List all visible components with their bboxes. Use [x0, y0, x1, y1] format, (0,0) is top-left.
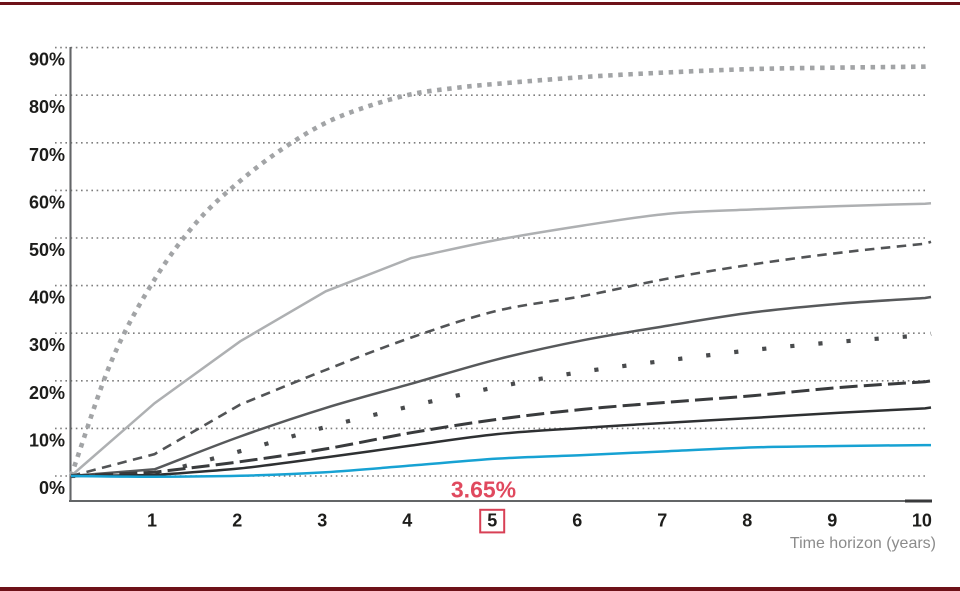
svg-text:70%: 70%: [29, 145, 65, 165]
svg-text:0%: 0%: [39, 478, 65, 498]
svg-text:9: 9: [827, 511, 837, 531]
svg-text:5: 5: [487, 511, 497, 531]
svg-text:6: 6: [572, 511, 582, 531]
svg-text:3.65%: 3.65%: [451, 477, 516, 503]
svg-text:90%: 90%: [29, 50, 65, 70]
svg-text:40%: 40%: [29, 288, 65, 308]
svg-text:2: 2: [232, 511, 242, 531]
svg-text:7: 7: [657, 511, 667, 531]
svg-text:10%: 10%: [29, 430, 65, 450]
svg-text:1: 1: [147, 511, 157, 531]
svg-text:80%: 80%: [29, 97, 65, 117]
svg-text:10: 10: [912, 511, 932, 531]
svg-text:3: 3: [317, 511, 327, 531]
svg-text:60%: 60%: [29, 192, 65, 212]
svg-text:50%: 50%: [29, 240, 65, 260]
svg-text:20%: 20%: [29, 383, 65, 403]
svg-text:30%: 30%: [29, 335, 65, 355]
svg-text:Time horizon (years): Time horizon (years): [790, 535, 936, 552]
svg-text:8: 8: [742, 511, 752, 531]
svg-text:4: 4: [402, 511, 412, 531]
